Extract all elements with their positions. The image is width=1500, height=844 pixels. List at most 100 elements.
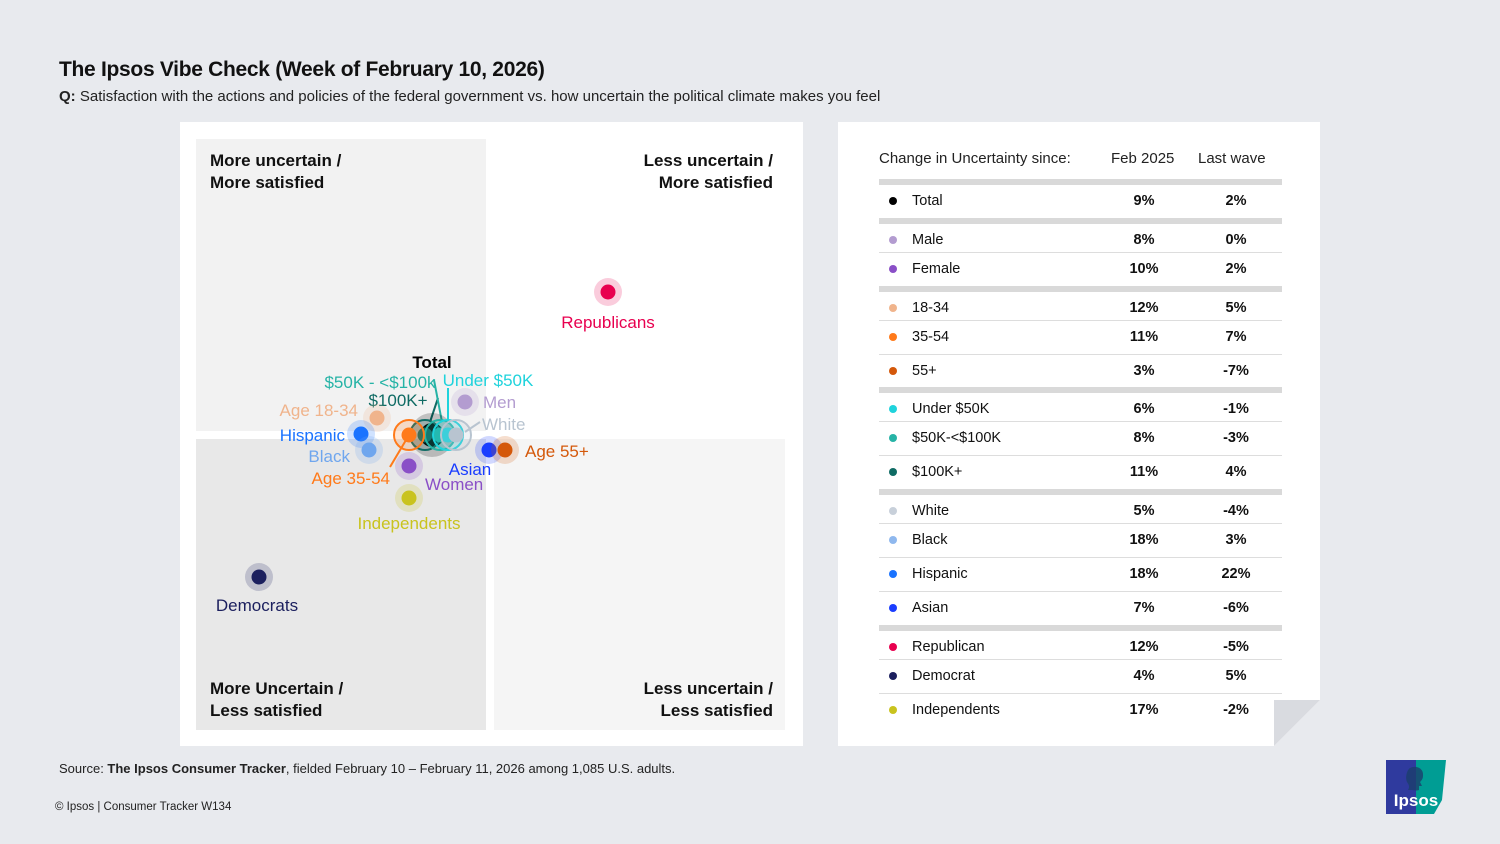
point-label: Age 55+: [525, 442, 589, 461]
point-label: Black: [308, 447, 350, 466]
data-point: [369, 410, 385, 426]
point-label: Total: [412, 353, 451, 372]
row-feb2025: 17%: [1129, 701, 1159, 718]
ql-line: Less satisfied: [660, 701, 773, 720]
legend-dot: [889, 405, 897, 414]
table-row: $50K-<$100K 8% -3%: [879, 421, 1282, 455]
label-top-left: More uncertain / More satisfied: [210, 150, 341, 194]
row-last-wave: 7%: [1225, 328, 1247, 345]
row-last-wave: -7%: [1223, 362, 1249, 379]
source-note: Source: The Ipsos Consumer Tracker, fiel…: [59, 761, 675, 776]
row-feb2025: 18%: [1129, 565, 1159, 582]
ql-line: More uncertain /: [210, 151, 342, 170]
row-last-wave: 5%: [1225, 299, 1247, 316]
row-feb2025: 12%: [1129, 638, 1159, 655]
quadrant-top-right: [494, 139, 785, 431]
row-last-wave: -3%: [1223, 430, 1249, 447]
row-last-wave: 5%: [1225, 667, 1247, 684]
svg-text:Ipsos: Ipsos: [1394, 791, 1438, 810]
legend-dot: [889, 671, 897, 680]
ql-line: Less uncertain /: [643, 151, 773, 170]
quadrant-bottom-left: [196, 439, 486, 730]
table-row: Female 10% 2%: [879, 251, 1282, 286]
table-row: Under $50K 6% -1%: [879, 387, 1282, 421]
point-label: Republicans: [561, 313, 655, 332]
data-point: [361, 442, 377, 458]
point-label: Asian: [449, 460, 492, 479]
row-label: 18-34: [912, 299, 950, 316]
legend-dot: [889, 332, 897, 341]
row-feb2025: 5%: [1133, 503, 1155, 520]
label-top-right: Less uncertain / More satisfied: [644, 150, 773, 194]
table-row: 35-54 11% 7%: [879, 319, 1282, 354]
point-label: $50K - <$100k: [324, 373, 436, 392]
row-label: Hispanic: [912, 565, 968, 582]
row-label: Asian: [912, 599, 949, 616]
row-label: Total: [912, 193, 943, 209]
row-label: White: [912, 503, 950, 520]
uncertainty-table-card: [838, 122, 1320, 746]
legend-dot: [889, 468, 897, 477]
source-prefix: Source:: [59, 761, 108, 776]
ql-line: Less satisfied: [210, 701, 323, 720]
ql-line: Less uncertain /: [643, 679, 773, 698]
point-label: Age 35-54: [312, 469, 390, 488]
row-feb2025: 11%: [1129, 328, 1159, 345]
leader-line: [433, 379, 443, 423]
row-label: Under $50K: [912, 401, 990, 418]
quadrant-chart: More uncertain / More satisfied Less unce…: [180, 122, 803, 746]
point-ring: [440, 419, 472, 451]
row-feb2025: 9%: [1133, 193, 1155, 209]
ipsos-logo: Ipsos: [1386, 760, 1446, 814]
legend-dot: [889, 536, 897, 544]
table-header-feb2025: Feb 2025: [1111, 150, 1175, 167]
table-row: White 5% -4%: [879, 489, 1282, 523]
question-text: Q: Satisfaction with the actions and pol…: [59, 88, 880, 105]
leader-line: [464, 421, 481, 433]
legend-dot: [889, 366, 897, 375]
ql-line: More Uncertain /: [210, 679, 344, 698]
row-feb2025: 7%: [1133, 599, 1155, 616]
row-label: $50K-<$100K: [912, 430, 1002, 447]
legend-dot: [889, 434, 897, 443]
point-label: Hispanic: [280, 426, 346, 445]
point-label: Men: [483, 393, 516, 412]
table-row: Total 9% 2%: [879, 179, 1282, 218]
source-name: The Ipsos Consumer Tracker: [107, 761, 286, 776]
table-row: $100K+ 11% 4%: [879, 455, 1282, 489]
row-last-wave: -1%: [1223, 401, 1249, 418]
table-row: Asian 7% -6%: [879, 590, 1282, 625]
row-last-wave: -4%: [1223, 503, 1249, 520]
data-point: [600, 284, 616, 300]
point-ring: [393, 419, 425, 451]
row-label: 55+: [912, 362, 937, 379]
row-feb2025: 11%: [1129, 464, 1159, 481]
legend-dot: [889, 303, 897, 312]
row-last-wave: 0%: [1225, 231, 1247, 248]
quadrant-bottom-right: [494, 439, 785, 730]
data-point: [401, 427, 417, 443]
legend-dot: [889, 264, 897, 273]
data-point: [497, 442, 513, 458]
data-point: [401, 458, 417, 474]
row-feb2025: 4%: [1133, 667, 1155, 684]
question-body: Satisfaction with the actions and polici…: [79, 88, 881, 105]
row-label: Independents: [912, 701, 1000, 718]
scatter-svg: Total $100K+$50K - <$100k Under $50K White M…: [216, 278, 655, 615]
row-last-wave: -2%: [1223, 701, 1249, 718]
ql-line: More satisfied: [658, 173, 773, 192]
data-point: [251, 569, 267, 585]
row-last-wave: 2%: [1225, 193, 1247, 209]
point-label: Under $50K: [443, 371, 534, 390]
source-detail: , fielded February 10 – February 11, 202…: [285, 761, 676, 776]
ql-line: More satisfied: [210, 173, 325, 192]
row-feb2025: 8%: [1133, 231, 1155, 248]
page-title: The Ipsos Vibe Check (Week of February 1…: [59, 58, 545, 81]
row-feb2025: 8%: [1133, 430, 1155, 447]
row-label: Female: [912, 260, 961, 277]
point-label: White: [482, 415, 525, 434]
table-row: 55+ 3% -7%: [879, 353, 1282, 388]
table-header-last-wave: Last wave: [1198, 150, 1266, 167]
row-last-wave: 22%: [1221, 565, 1251, 582]
row-label: Black: [912, 532, 948, 548]
